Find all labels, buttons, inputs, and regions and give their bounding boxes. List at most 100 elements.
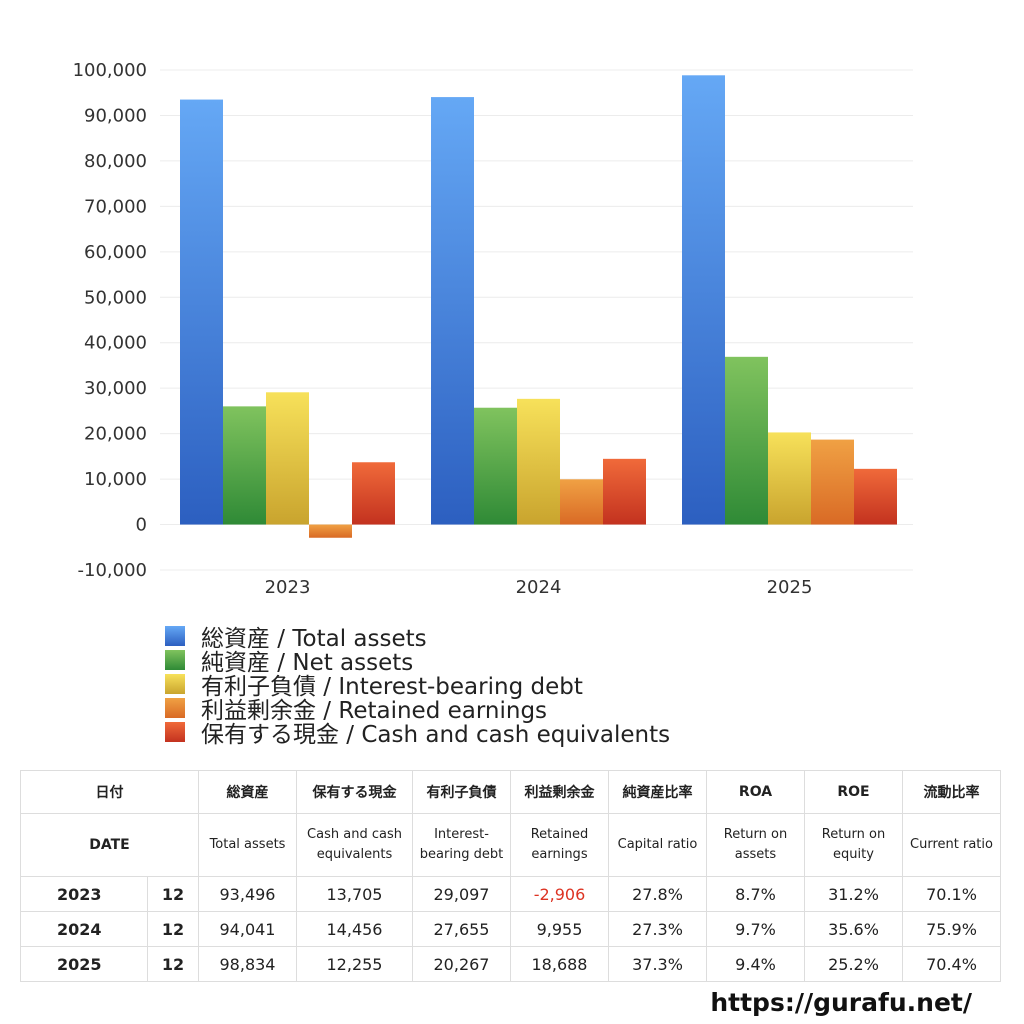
header-cell: DATE <box>20 813 199 877</box>
bar-2023-series-3 <box>309 524 352 538</box>
y-tick-label: 80,000 <box>84 151 147 172</box>
header-cell: Retained earnings <box>510 813 609 877</box>
header-cell: Return on equity <box>804 813 903 877</box>
header-cell: 利益剰余金 <box>510 770 609 814</box>
y-tick-label: 70,000 <box>84 196 147 217</box>
table-cell: 35.6% <box>804 911 903 947</box>
table-cell: 12 <box>147 911 199 947</box>
table-cell: 27.8% <box>608 876 707 912</box>
source-url[interactable]: https://gurafu.net/ <box>710 988 972 1017</box>
y-tick-label: 30,000 <box>84 378 147 399</box>
table-cell: 75.9% <box>902 911 1001 947</box>
bar-2025-series-1 <box>725 356 768 525</box>
header-cell: Total assets <box>198 813 297 877</box>
table-cell: 2024 <box>20 911 148 947</box>
table-cell: 12 <box>147 946 199 982</box>
legend-item: 純資産 / Net assets <box>165 648 670 676</box>
legend-label: 有利子負債 / Interest-bearing debt <box>201 674 583 700</box>
x-tick-label: 2024 <box>516 577 562 598</box>
header-cell: 純資産比率 <box>608 770 707 814</box>
table-row: 2023 12 93,496 13,705 29,097 -2,906 27.8% 8.7% 3… <box>20 876 1001 912</box>
table-row: 2024 12 94,041 14,456 27,655 9,955 27.3% 9.7% 35… <box>20 911 1001 947</box>
table-cell: 2025 <box>20 946 148 982</box>
y-axis-tick-labels: 100,000 90,000 80,000 70,000 60,000 50,000 40,… <box>73 60 147 581</box>
table-cell: 93,496 <box>198 876 297 912</box>
table-header-en: DATE Total assets Cash and cash equivalent… <box>20 813 1001 877</box>
legend-swatch <box>165 722 185 742</box>
table-cell: 14,456 <box>296 911 413 947</box>
y-tick-label: 60,000 <box>84 242 147 263</box>
legend-label: 純資産 / Net assets <box>201 650 414 676</box>
y-tick-label: 40,000 <box>84 333 147 354</box>
bar-2025-series-2 <box>768 432 811 525</box>
financial-table: 日付 総資産 保有する現金 有利子負債 利益剰余金 純資産比率 ROA ROE 流動比率 DATE… <box>20 770 1001 982</box>
table-cell: 9.7% <box>706 911 805 947</box>
legend-label: 利益剰余金 / Retained earnings <box>201 698 548 724</box>
y-tick-label: 20,000 <box>84 424 147 445</box>
table-cell: 12,255 <box>296 946 413 982</box>
x-axis-tick-labels: 2023 2024 2025 <box>265 577 813 598</box>
legend-label: 総資産 / Total assets <box>201 626 427 652</box>
table-cell: 25.2% <box>804 946 903 982</box>
header-cell: 流動比率 <box>902 770 1001 814</box>
bar-chart: 100,000 90,000 80,000 70,000 60,000 50,000 40,… <box>73 60 913 598</box>
header-cell: Return on assets <box>706 813 805 877</box>
header-cell: ROA <box>706 770 805 814</box>
table-cell: 31.2% <box>804 876 903 912</box>
y-tick-label: -10,000 <box>78 560 147 581</box>
header-cell: Cash and cash equivalents <box>296 813 413 877</box>
bar-2025-series-3 <box>811 439 854 525</box>
header-cell: ROE <box>804 770 903 814</box>
table-cell: 13,705 <box>296 876 413 912</box>
legend-item: 有利子負債 / Interest-bearing debt <box>165 672 670 700</box>
legend-item: 総資産 / Total assets <box>165 624 670 652</box>
bar-2024-series-1 <box>474 407 517 525</box>
legend-swatch <box>165 626 185 646</box>
bars <box>180 75 897 538</box>
legend-label: 保有する現金 / Cash and cash equivalents <box>201 722 671 748</box>
table-cell: 20,267 <box>412 946 511 982</box>
legend-item: 利益剰余金 / Retained earnings <box>165 696 670 724</box>
table-cell: 27.3% <box>608 911 707 947</box>
table-row: 2025 12 98,834 12,255 20,267 18,688 37.3% 9.4% 2… <box>20 946 1001 982</box>
table-cell: 12 <box>147 876 199 912</box>
legend-swatch <box>165 674 185 694</box>
x-tick-label: 2023 <box>265 577 311 598</box>
chart-legend: 総資産 / Total assets 純資産 / Net assets 有利子負債 … <box>165 624 670 748</box>
table-cell: 8.7% <box>706 876 805 912</box>
y-tick-label: 10,000 <box>84 469 147 490</box>
x-tick-label: 2025 <box>767 577 813 598</box>
bar-2024-series-4 <box>603 458 646 525</box>
y-tick-label: 100,000 <box>73 60 147 81</box>
table-cell: 29,097 <box>412 876 511 912</box>
table-cell: 94,041 <box>198 911 297 947</box>
bar-2024-series-2 <box>517 398 560 525</box>
table-cell: 98,834 <box>198 946 297 982</box>
bar-2023-series-2 <box>266 392 309 525</box>
header-cell: Interest-bearing debt <box>412 813 511 877</box>
table-cell: 70.1% <box>902 876 1001 912</box>
header-cell: Current ratio <box>902 813 1001 877</box>
table-cell: 9.4% <box>706 946 805 982</box>
table-cell: 70.4% <box>902 946 1001 982</box>
bar-2024-series-0 <box>431 97 474 525</box>
bar-2023-series-0 <box>180 99 223 525</box>
bar-2023-series-1 <box>223 406 266 525</box>
y-tick-label: 90,000 <box>84 105 147 126</box>
table-cell: 2023 <box>20 876 148 912</box>
header-cell: 有利子負債 <box>412 770 511 814</box>
table-cell: 27,655 <box>412 911 511 947</box>
header-cell: 保有する現金 <box>296 770 413 814</box>
y-tick-label: 50,000 <box>84 287 147 308</box>
table-cell: 18,688 <box>510 946 609 982</box>
table-cell: -2,906 <box>510 876 609 912</box>
table-header-jp: 日付 総資産 保有する現金 有利子負債 利益剰余金 純資産比率 ROA ROE 流動比率 <box>20 770 1001 814</box>
legend-swatch <box>165 650 185 670</box>
legend-item: 保有する現金 / Cash and cash equivalents <box>165 720 670 748</box>
header-cell: 総資産 <box>198 770 297 814</box>
header-cell: 日付 <box>20 770 199 814</box>
bar-2024-series-3 <box>560 479 603 525</box>
header-cell: Capital ratio <box>608 813 707 877</box>
bar-2023-series-4 <box>352 462 395 525</box>
table-cell: 37.3% <box>608 946 707 982</box>
